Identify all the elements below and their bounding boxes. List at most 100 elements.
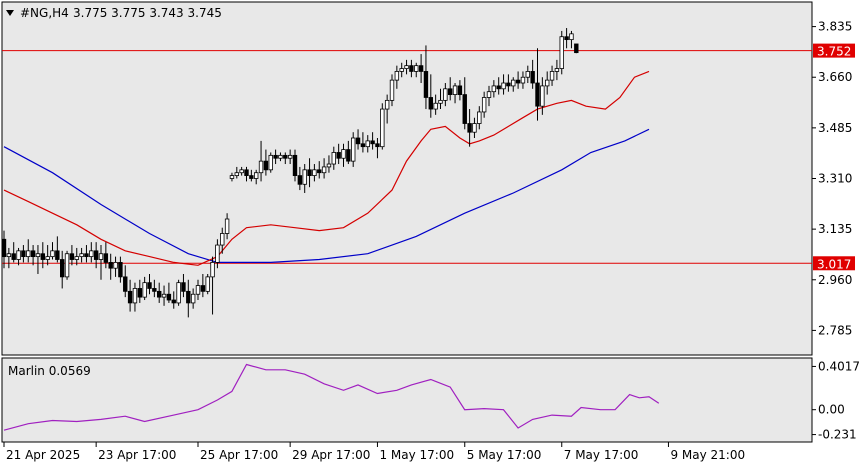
candle-body bbox=[40, 253, 45, 260]
candle-body bbox=[166, 293, 172, 301]
y-tick-label: 3.310 bbox=[818, 172, 852, 186]
candle-body bbox=[355, 137, 361, 145]
candle-body bbox=[132, 288, 138, 304]
candle-body bbox=[321, 166, 327, 174]
x-tick-label: 1 May 17:00 bbox=[379, 448, 454, 462]
candle-body bbox=[452, 85, 458, 95]
candle-body bbox=[123, 276, 128, 292]
candle-body bbox=[113, 262, 118, 269]
dropdown-triangle-icon[interactable] bbox=[6, 10, 14, 16]
candle-body bbox=[559, 36, 564, 69]
price-level-tag bbox=[813, 256, 855, 271]
candle-body bbox=[103, 253, 109, 263]
ohlc-label: 3.775 3.775 3.743 3.745 bbox=[73, 6, 222, 20]
candle-body bbox=[215, 244, 220, 263]
candle-body bbox=[258, 160, 264, 174]
candle-body bbox=[287, 154, 293, 159]
candle-body bbox=[152, 288, 157, 292]
candle-body bbox=[93, 250, 99, 260]
candle-body bbox=[84, 253, 89, 258]
candle-body bbox=[486, 91, 492, 98]
x-tick-label: 23 Apr 17:00 bbox=[98, 448, 176, 462]
candle-body bbox=[574, 43, 579, 54]
candle-body bbox=[346, 149, 351, 162]
candle-body bbox=[64, 253, 70, 278]
candle-body bbox=[312, 169, 317, 177]
osc-y-tick-label: -0.231 bbox=[818, 428, 857, 442]
candle-body bbox=[404, 65, 409, 69]
candle-body bbox=[297, 175, 303, 185]
candle-body bbox=[249, 175, 254, 179]
candle-body bbox=[418, 65, 424, 72]
marlin-oscillator-line bbox=[3, 363, 660, 431]
x-tick-label: 7 May 17:00 bbox=[564, 448, 639, 462]
price-level-label: 3.017 bbox=[817, 257, 851, 271]
candle-body bbox=[540, 85, 545, 107]
candle-body bbox=[118, 262, 123, 278]
candle-body bbox=[438, 99, 443, 104]
candle-body bbox=[350, 137, 356, 162]
candle-body bbox=[98, 253, 104, 260]
fast-moving-average-line bbox=[3, 70, 650, 266]
oscillator-panel[interactable] bbox=[1, 357, 813, 443]
candle-body bbox=[60, 259, 65, 278]
candle-body bbox=[360, 143, 366, 148]
y-tick-label: 2.785 bbox=[818, 323, 852, 337]
candle-body bbox=[50, 250, 55, 258]
candle-body bbox=[278, 154, 283, 159]
x-tick-label: 29 Apr 17:00 bbox=[292, 448, 370, 462]
candle-body bbox=[477, 111, 482, 124]
candle-body bbox=[496, 85, 501, 90]
candle-body bbox=[11, 253, 16, 260]
candle-body bbox=[433, 102, 438, 110]
osc-y-tick-label: 0.4017 bbox=[818, 359, 860, 373]
candle-body bbox=[283, 154, 288, 159]
candle-body bbox=[428, 97, 433, 110]
candle-body bbox=[273, 154, 278, 159]
candle-body bbox=[414, 65, 419, 72]
candle-body bbox=[317, 169, 322, 174]
candle-body bbox=[263, 160, 269, 171]
candle-body bbox=[142, 282, 147, 298]
candle-body bbox=[462, 94, 467, 124]
candle-body bbox=[6, 253, 12, 258]
x-tick-label: 9 May 21:00 bbox=[670, 448, 745, 462]
candle-body bbox=[569, 33, 574, 41]
candle-body bbox=[210, 262, 215, 278]
candle-body bbox=[515, 79, 521, 84]
candle-body bbox=[530, 71, 535, 84]
candle-body bbox=[506, 82, 511, 87]
main-panel[interactable] bbox=[1, 1, 813, 356]
x-tick-label: 5 May 17:00 bbox=[467, 448, 542, 462]
price-level-tag bbox=[813, 43, 855, 58]
candle-body bbox=[186, 290, 191, 304]
candle-body bbox=[375, 143, 380, 148]
candle-body bbox=[181, 282, 186, 292]
candle-body bbox=[79, 253, 84, 258]
candle-body bbox=[472, 123, 477, 133]
candle-body bbox=[501, 82, 506, 90]
candle-body bbox=[26, 250, 31, 258]
candle-body bbox=[447, 88, 453, 95]
candle-body bbox=[336, 152, 341, 159]
candle-body bbox=[35, 253, 41, 258]
slow-moving-average-line bbox=[3, 128, 650, 263]
y-tick-label: 3.485 bbox=[818, 121, 852, 135]
candle-body bbox=[30, 250, 36, 258]
candle-body bbox=[394, 71, 400, 81]
candle-body bbox=[302, 169, 307, 185]
main-chart-layer bbox=[1, 28, 812, 318]
candle-body bbox=[331, 152, 336, 165]
osc-y-tick-label: 0.00 bbox=[818, 403, 845, 417]
candle-body bbox=[108, 262, 113, 269]
candle-body bbox=[268, 154, 273, 171]
x-tick-label: 21 Apr 2025 bbox=[6, 448, 80, 462]
candle-body bbox=[190, 293, 196, 304]
candle-body bbox=[205, 276, 210, 292]
candle-body bbox=[16, 250, 21, 260]
candle-body bbox=[554, 68, 560, 72]
marlin-label: Marlin 0.0569 bbox=[8, 364, 91, 378]
candle-body bbox=[21, 250, 26, 258]
price-level-label: 3.752 bbox=[817, 45, 851, 59]
